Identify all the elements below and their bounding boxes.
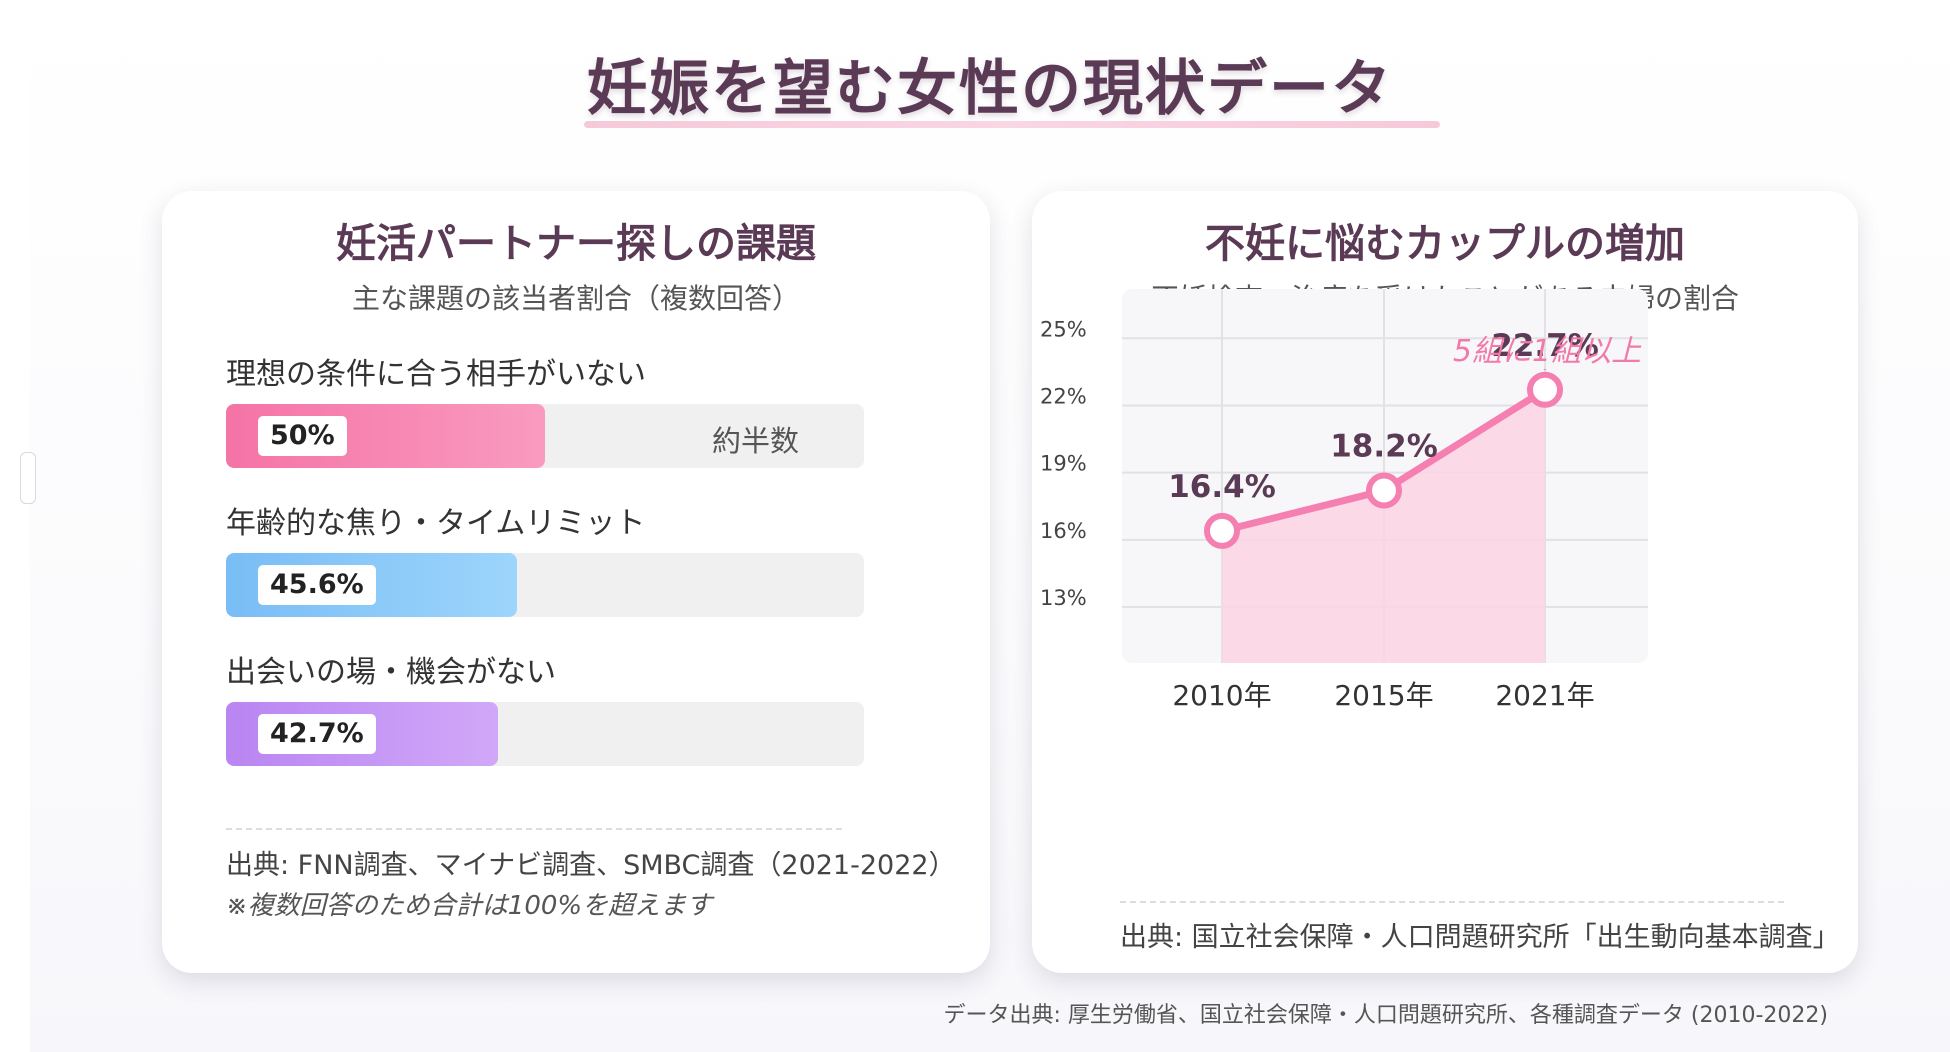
data-label: 16.4% bbox=[1168, 469, 1276, 505]
annotation-label: 5組に1組以上 bbox=[1453, 334, 1642, 369]
card-title: 妊活パートナー探しの課題 bbox=[336, 221, 816, 267]
issue-label: 理想の条件に合う相手がいない bbox=[226, 357, 646, 392]
footnote: ※複数回答のため合計は100%を超えます bbox=[226, 891, 713, 921]
infertility-trend-card: 不妊に悩むカップルの増加 不妊検査・治療を受けたことがある夫婦の割合 25%22… bbox=[1032, 191, 1858, 973]
x-tick-label: 2015年 bbox=[1334, 679, 1433, 712]
issue-label: 年齢的な焦り・タイムリミット bbox=[226, 506, 646, 541]
bar-track: 50% 約半数 bbox=[226, 404, 864, 468]
x-tick-label: 2010年 bbox=[1172, 679, 1271, 712]
page-title: 妊娠を望む女性の現状データ bbox=[587, 54, 1393, 124]
data-label: 22.7% bbox=[1491, 328, 1599, 364]
bar-value-label: 50% bbox=[258, 416, 347, 456]
bar-track: 42.7% bbox=[226, 702, 864, 766]
bar-value-label: 42.7% bbox=[258, 714, 376, 754]
line-chart: 25% 22% 19% 16% 13% 16.4% 18.2% 22.7% 2010年 2015年… bbox=[1040, 289, 1648, 712]
side-tab[interactable] bbox=[20, 452, 36, 504]
area-fill bbox=[1222, 389, 1545, 663]
divider bbox=[1120, 901, 1784, 903]
x-tick-label: 2021年 bbox=[1495, 679, 1594, 712]
bar-track: 45.6% bbox=[226, 553, 864, 617]
y-tick-label: 19% bbox=[1040, 452, 1087, 476]
data-point bbox=[1366, 472, 1402, 509]
bar-annotation: 約半数 bbox=[712, 424, 800, 458]
data-point bbox=[1204, 512, 1240, 549]
source-text: 出典: 国立社会保障・人口問題研究所「出生動向基本調査」 bbox=[1120, 922, 1840, 953]
data-point bbox=[1527, 371, 1563, 408]
issue-label: 出会いの場・機会がない bbox=[226, 655, 556, 690]
data-label: 18.2% bbox=[1330, 429, 1438, 465]
y-tick-label: 16% bbox=[1040, 519, 1087, 543]
page: 妊娠を望む女性の現状データ 妊活パートナー探しの課題 主な課題の該当者割合（複数… bbox=[20, 0, 1950, 1052]
card-title: 不妊に悩むカップルの増加 bbox=[1205, 221, 1685, 267]
source-text: 出典: FNN調査、マイナビ調査、SMBC調査（2021-2022） bbox=[226, 850, 956, 881]
card-subtitle: 主な課題の該当者割合（複数回答） bbox=[351, 282, 800, 315]
bar-value-label: 45.6% bbox=[258, 565, 376, 605]
y-tick-label: 13% bbox=[1040, 586, 1087, 610]
partner-issues-card: 妊活パートナー探しの課題 主な課題の該当者割合（複数回答） 理想の条件に合う相手… bbox=[162, 191, 990, 973]
divider bbox=[226, 828, 842, 830]
footer-source: データ出典: 厚生労働省、国立社会保障・人口問題研究所、各種調査データ (201… bbox=[943, 1003, 1828, 1028]
y-tick-label: 25% bbox=[1040, 317, 1087, 341]
y-tick-label: 22% bbox=[1040, 384, 1087, 408]
title-underline bbox=[584, 121, 1440, 128]
